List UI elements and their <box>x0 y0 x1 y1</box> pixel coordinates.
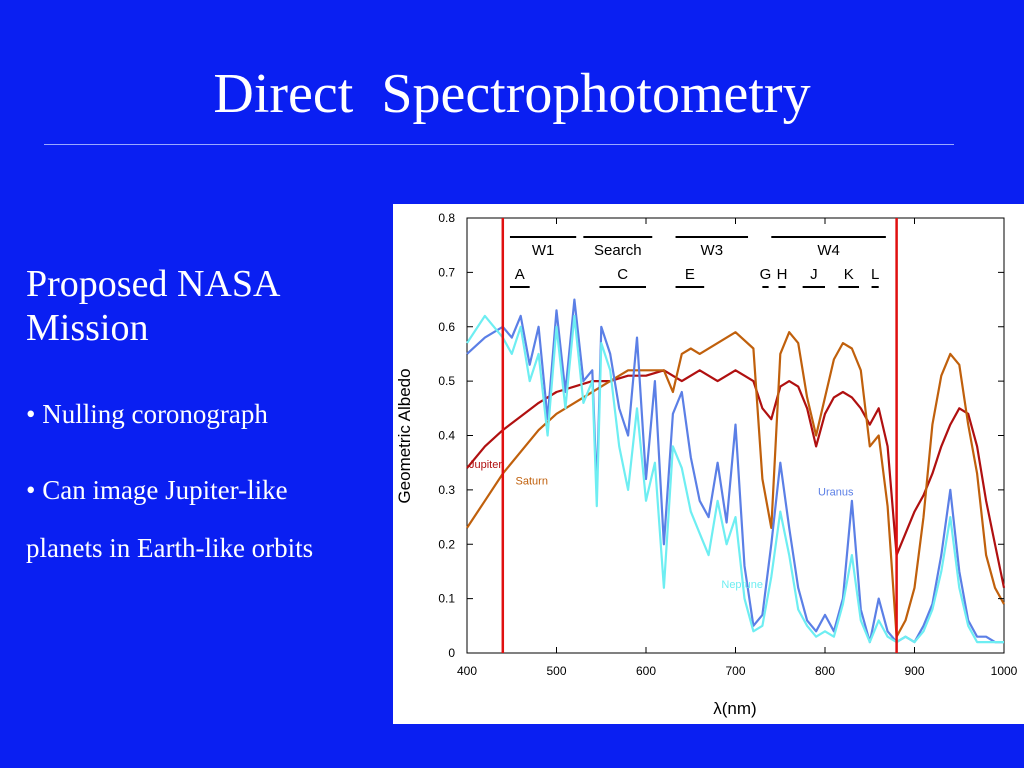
saturn-series-label: Saturn <box>516 475 548 487</box>
x-tick-label-800: 800 <box>815 664 835 678</box>
y-tick-label-0.8: 0.8 <box>438 211 455 225</box>
saturn-series-line <box>466 331 1005 638</box>
x-tick-label-900: 900 <box>904 664 924 678</box>
bullet-nulling-coronograph: • Nulling coronograph <box>26 399 268 429</box>
y-tick-label-0: 0 <box>448 646 455 660</box>
mission-heading: Proposed NASA Mission <box>26 263 279 350</box>
albedo-chart-svg: λ(nm) Geometric Albedo Jupiter Saturn Uran… <box>395 211 1018 718</box>
filter-label-k: K <box>844 266 854 283</box>
x-tick-label-1000: 1000 <box>991 664 1018 678</box>
band-label-w4: W4 <box>817 242 840 259</box>
bullet-earth-like-orbits: planets in Earth-like orbits <box>26 533 314 563</box>
x-tick-label-500: 500 <box>546 664 566 678</box>
y-axis-label: Geometric Albedo <box>395 368 414 503</box>
y-tick-label-0.4: 0.4 <box>438 429 455 443</box>
y-tick-label-0.5: 0.5 <box>438 374 455 388</box>
band-label-w3: W3 <box>701 242 724 259</box>
slide-title: Direct Spectrophotometry <box>213 63 811 125</box>
filter-label-e: E <box>685 266 695 283</box>
filter-label-g: G <box>760 266 772 283</box>
filter-label-a: A <box>515 266 525 283</box>
y-tick-label-0.1: 0.1 <box>438 592 455 606</box>
title-divider <box>44 144 954 145</box>
x-axis-label: λ(nm) <box>713 699 756 718</box>
filter-label-h: H <box>777 266 788 283</box>
filter-label-j: J <box>810 266 818 283</box>
x-tick-label-400: 400 <box>457 664 477 678</box>
neptune-series-line <box>466 314 1004 644</box>
y-tick-label-0.7: 0.7 <box>438 265 455 279</box>
band-label-search: Search <box>594 242 642 259</box>
albedo-chart: λ(nm) Geometric Albedo Jupiter Saturn Uran… <box>393 204 1024 724</box>
axes-group: 400 500 600 700 800 900 1000 0 0.1 0.2 0.3 0.4 0.5 0.… <box>438 211 1017 678</box>
band-label-w1: W1 <box>532 242 555 259</box>
y-tick-label-0.6: 0.6 <box>438 320 455 334</box>
bands-group: W1 Search W3 W4 A C E G H J K L <box>509 236 886 288</box>
x-tick-label-600: 600 <box>636 664 656 678</box>
jupiter-series-label: Jupiter <box>469 459 502 471</box>
x-tick-label-700: 700 <box>725 664 745 678</box>
filter-label-c: C <box>617 266 628 283</box>
filter-label-l: L <box>871 266 879 283</box>
text-column: Proposed NASA Mission • Nulling coronogr… <box>26 262 396 563</box>
uranus-series-label: Uranus <box>818 486 854 498</box>
bullet-jupiter-like: • Can image Jupiter-like <box>26 475 288 505</box>
y-tick-label-0.3: 0.3 <box>438 483 455 497</box>
series-group: Jupiter Saturn Uranus Neptune <box>466 218 1006 653</box>
y-tick-label-0.2: 0.2 <box>438 537 455 551</box>
neptune-series-label: Neptune <box>721 579 763 591</box>
